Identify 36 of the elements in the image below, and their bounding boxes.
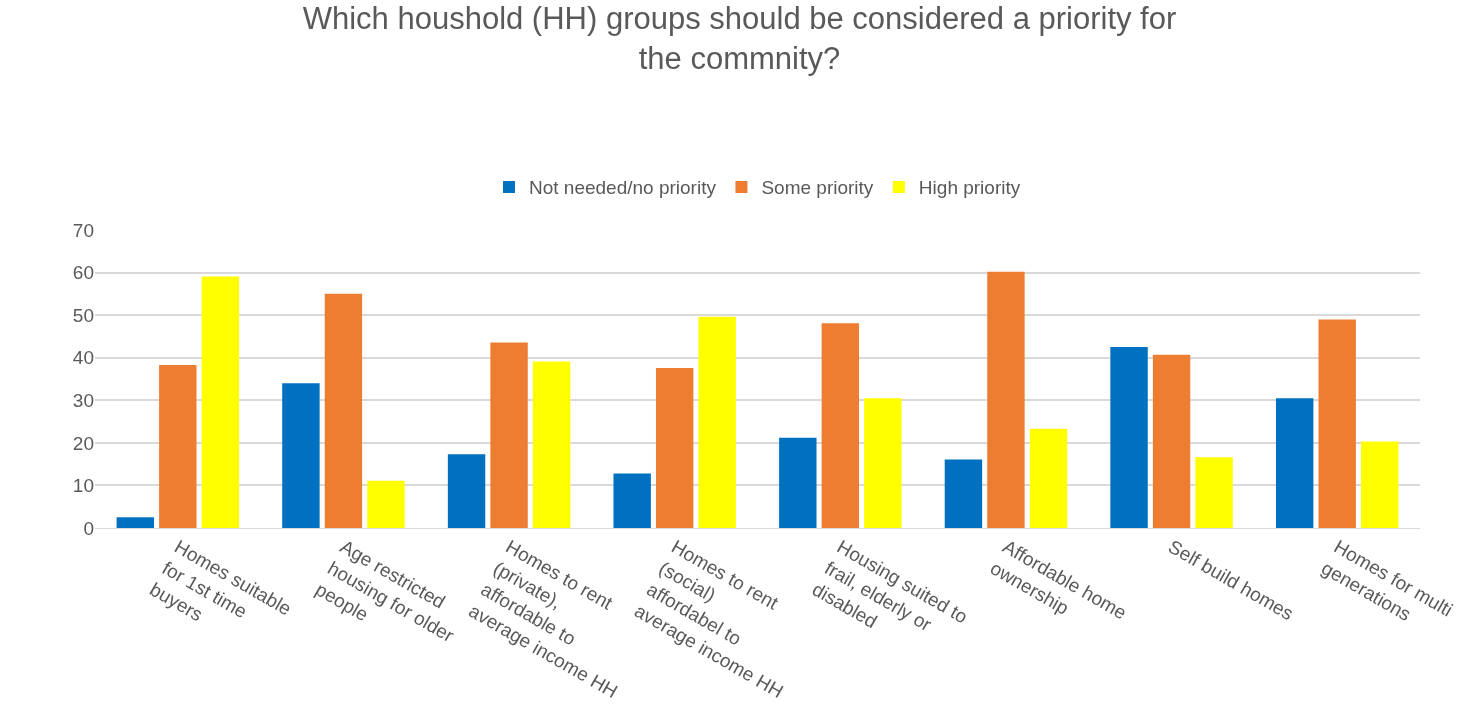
y-tick-label: 60 [72,262,94,284]
bar [532,361,571,528]
bar [490,342,528,528]
y-tick-label: 10 [72,475,94,497]
bar [987,271,1025,528]
bar [944,459,983,528]
legend-label: High priority [918,177,1021,199]
bar [1275,398,1314,528]
y-tick-label: 50 [72,304,94,326]
chart-title: Which houshold (HH) groups should be considered a priority for the commnity? [302,0,1177,76]
bar [1029,428,1068,528]
bar [159,364,197,528]
bar [282,383,320,528]
bar [367,480,405,528]
legend-label: Not needed/no priority [529,177,717,199]
bar [1360,441,1399,528]
legend-label: Some priority [761,177,874,199]
bar [1195,457,1233,528]
bar [821,323,860,528]
bar [324,293,363,528]
bar [779,437,817,528]
y-tick-label: 70 [72,219,94,241]
bar [698,316,736,528]
y-tick-label: 0 [83,517,94,539]
bar [1318,319,1356,528]
bar [447,454,486,528]
bar [116,517,155,528]
y-tick-label: 40 [72,347,94,369]
bar [201,276,240,528]
bar [1152,354,1191,528]
bar [1110,347,1148,528]
y-tick-label: 20 [72,432,94,454]
bar [655,367,694,528]
y-tick-label: 30 [72,389,94,411]
bar [864,398,902,528]
bar [613,473,651,528]
